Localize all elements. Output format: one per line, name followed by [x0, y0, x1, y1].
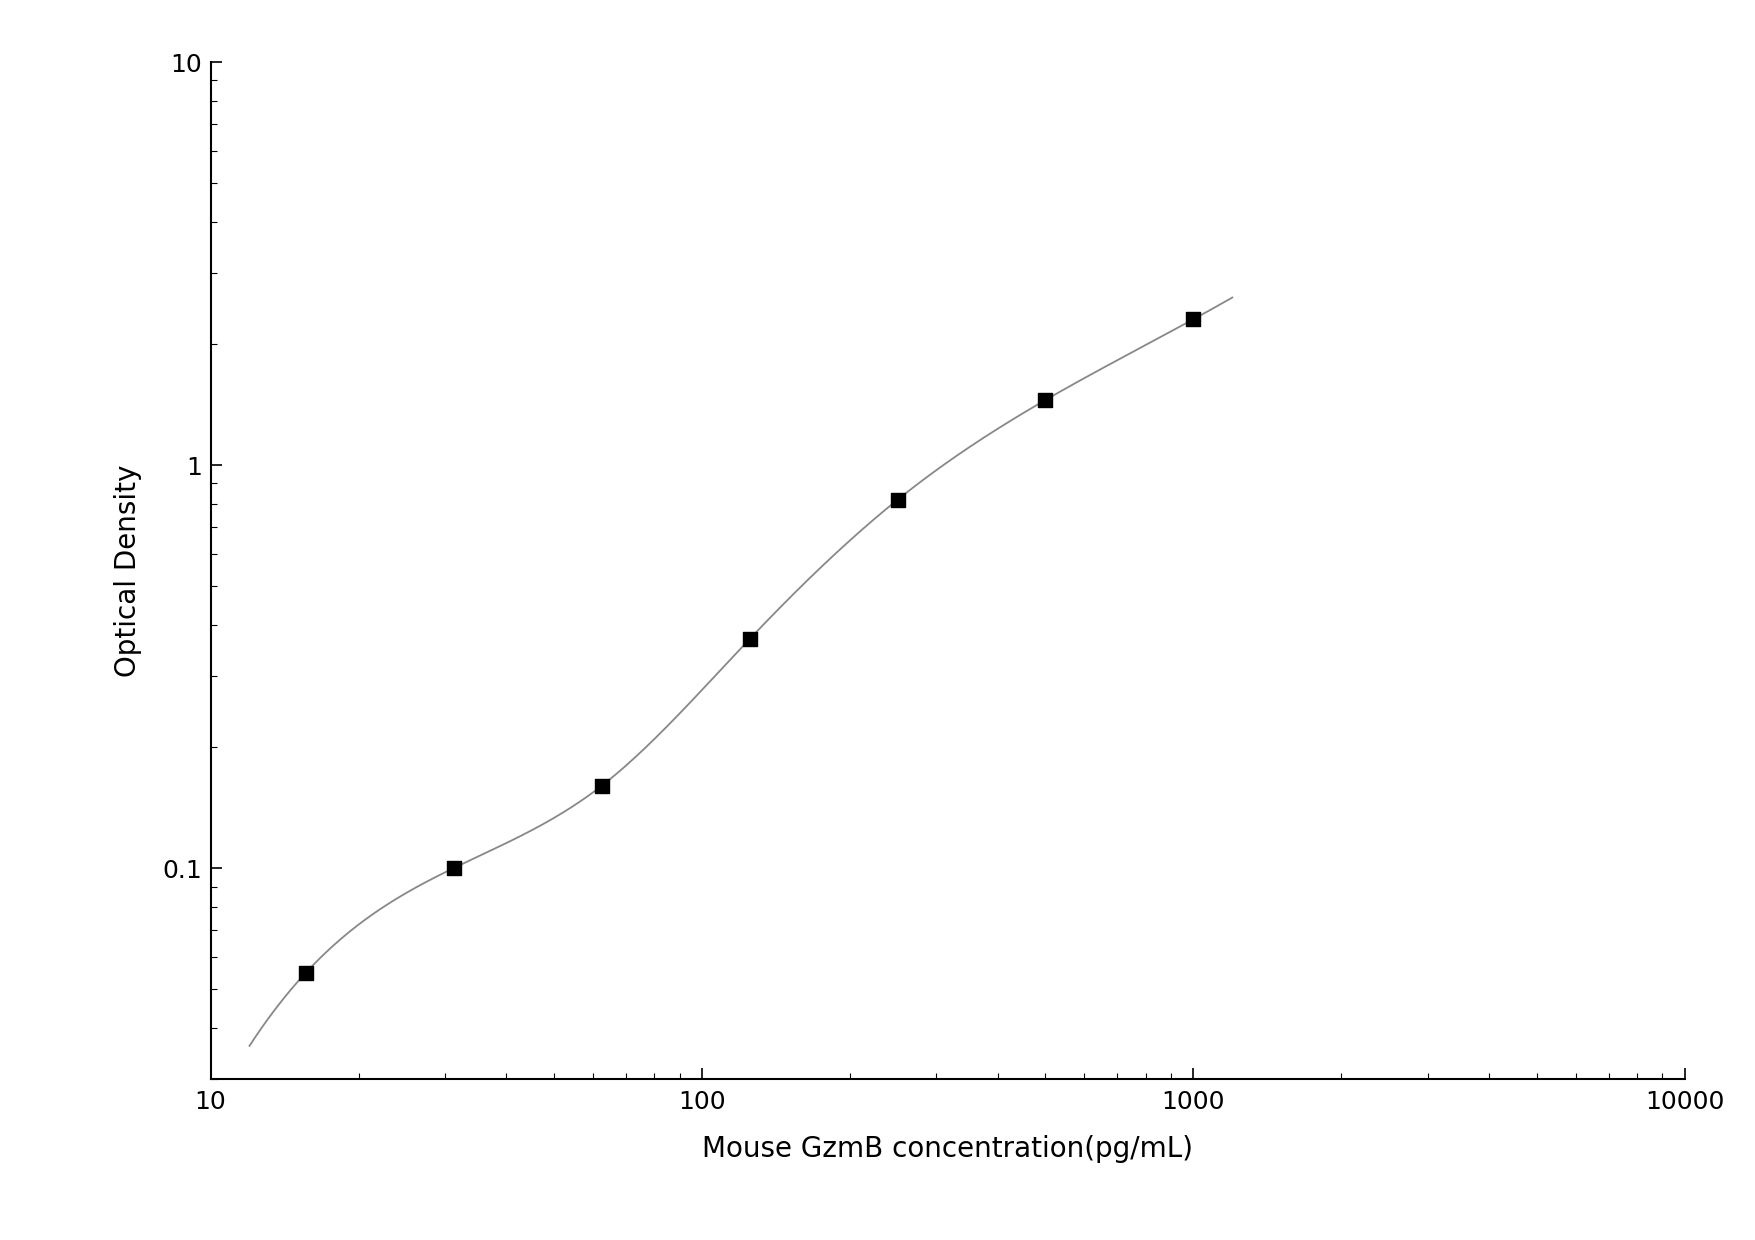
Y-axis label: Optical Density: Optical Density: [114, 464, 142, 677]
Point: [291, 962, 319, 982]
Point: [735, 629, 763, 649]
Point: [1032, 391, 1060, 410]
Point: [883, 490, 911, 510]
Point: [588, 776, 616, 796]
Point: [441, 858, 469, 878]
X-axis label: Mouse GzmB concentration(pg/mL): Mouse GzmB concentration(pg/mL): [702, 1135, 1193, 1163]
Point: [1179, 309, 1207, 329]
